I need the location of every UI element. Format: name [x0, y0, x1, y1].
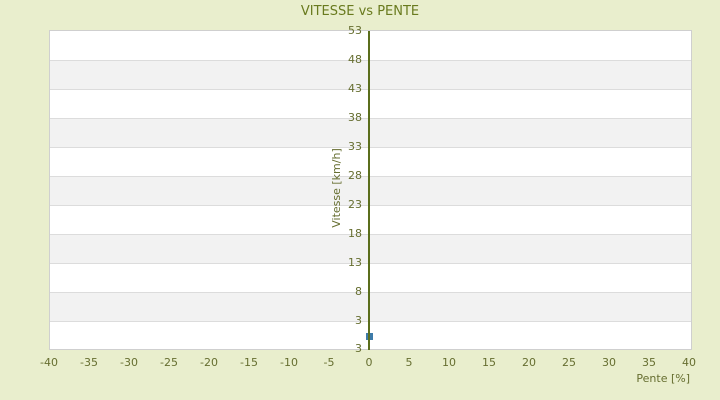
x-tick-label: -35	[80, 356, 98, 369]
y-tick-label: 53	[348, 24, 362, 37]
plot-band	[50, 31, 691, 60]
x-tick-label: 0	[365, 356, 373, 369]
y-tick-label: 23	[348, 198, 362, 211]
plot-band	[50, 234, 691, 263]
y-tick-label: 33	[348, 140, 362, 153]
y-tick-label: 8	[355, 285, 362, 298]
x-tick-label: -25	[160, 356, 178, 369]
x-tick-label: 15	[482, 356, 496, 369]
gridline	[50, 292, 691, 293]
y-tick-label: 43	[348, 82, 362, 95]
plot-band	[50, 263, 691, 292]
x-tick-label: 10	[442, 356, 456, 369]
y-tick-label: 48	[348, 53, 362, 66]
gridline	[50, 89, 691, 90]
x-tick-label: 40	[682, 356, 696, 369]
plot-band	[50, 292, 691, 321]
gridline	[50, 234, 691, 235]
x-tick-label: -5	[323, 356, 335, 369]
y-tick-label: 28	[348, 169, 362, 182]
y-tick-label: 38	[348, 111, 362, 124]
x-axis-title: Pente [%]	[636, 372, 690, 385]
x-tick-label: -20	[200, 356, 218, 369]
zero-axis-line	[368, 31, 370, 350]
gridline	[50, 321, 691, 322]
x-tick-label: 30	[602, 356, 616, 369]
y-tick-label: 3	[355, 314, 362, 327]
x-tick-label: 35	[642, 356, 656, 369]
gridline	[50, 176, 691, 177]
plot-band	[50, 60, 691, 89]
plot-band	[50, 118, 691, 147]
y-tick-label: 13	[348, 256, 362, 269]
plot-area	[50, 31, 691, 349]
plot-band	[50, 147, 691, 176]
gridline	[50, 263, 691, 264]
x-tick-label: -40	[40, 356, 58, 369]
gridline	[50, 147, 691, 148]
y-tick-label: 18	[348, 227, 362, 240]
gridline	[50, 60, 691, 61]
plot-band	[50, 176, 691, 205]
gridline	[50, 118, 691, 119]
x-tick-label: -10	[280, 356, 298, 369]
x-tick-label: -30	[120, 356, 138, 369]
chart-title: VITESSE vs PENTE	[300, 4, 420, 19]
x-tick-label: -15	[240, 356, 258, 369]
x-tick-label: 25	[562, 356, 576, 369]
plot-band	[50, 205, 691, 234]
y-axis-min-label: 3	[355, 342, 362, 355]
gridline	[50, 205, 691, 206]
x-tick-label: 5	[405, 356, 413, 369]
plot-band	[50, 89, 691, 118]
x-tick-label: 20	[522, 356, 536, 369]
